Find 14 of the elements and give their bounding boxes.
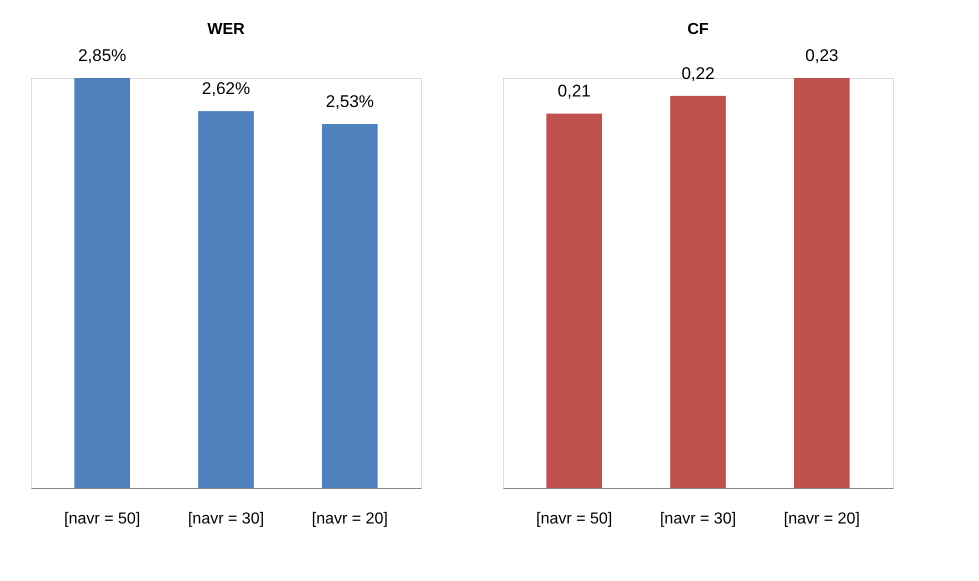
chart-title: CF (687, 21, 709, 38)
x-tick-label: [navr = 30] (660, 510, 736, 528)
data-label: 0,23 (805, 46, 838, 65)
x-tick-label: [navr = 50] (64, 510, 140, 528)
data-label: 2,53% (326, 92, 374, 112)
data-label: 2,85% (78, 46, 126, 65)
x-tick-label: [navr = 20] (312, 510, 388, 528)
x-tick-label: [navr = 50] (536, 510, 612, 528)
x-tick-label: [navr = 30] (188, 510, 264, 528)
data-label: 2,62% (202, 79, 250, 98)
data-label: 0,21 (558, 82, 591, 101)
data-label: 0,22 (681, 64, 715, 83)
chart-title: WER (207, 21, 246, 38)
x-tick-label: [navr = 20] (784, 510, 860, 528)
